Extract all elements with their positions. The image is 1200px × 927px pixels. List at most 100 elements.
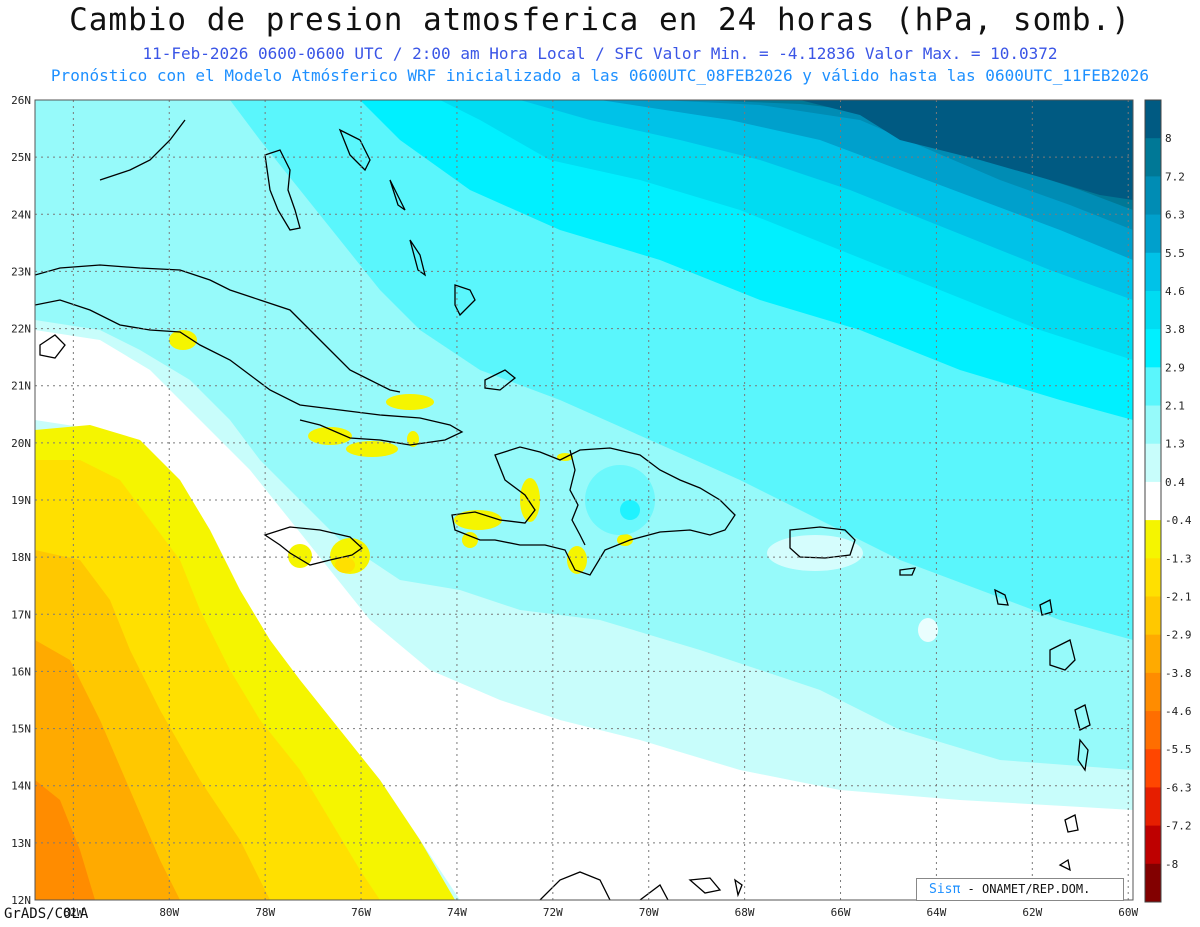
lat-label: 26N bbox=[11, 94, 31, 107]
latitude-labels: 26N 25N 24N 23N 22N 21N 20N 19N 18N 17N 16N 15N 14N 1… bbox=[11, 94, 31, 907]
credit-text: - ONAMET/REP.DOM. bbox=[960, 882, 1091, 896]
lat-label: 14N bbox=[11, 780, 31, 793]
haiti-dr-border bbox=[569, 449, 586, 546]
lon-label: 78W bbox=[255, 906, 275, 919]
inagua bbox=[454, 284, 476, 317]
patch-yellow bbox=[567, 546, 587, 574]
cat-island bbox=[389, 179, 406, 211]
lat-label: 16N bbox=[11, 665, 31, 678]
colorbar-swatch bbox=[1145, 138, 1161, 177]
lon-label: 68W bbox=[735, 906, 755, 919]
lat-lon-grid bbox=[35, 100, 1133, 900]
aruba bbox=[688, 877, 722, 894]
colorbar-swatch bbox=[1145, 863, 1161, 903]
colorbar: 8 7.2 6.3 5.5 4.6 3.8 2.9 2.1 1.3 0.4 -0.4 -1.3 -2.1… bbox=[1144, 99, 1192, 903]
colorbar-label: -3.8 bbox=[1165, 667, 1192, 680]
martinique bbox=[1074, 704, 1091, 731]
lon-label: 80W bbox=[159, 906, 179, 919]
colorbar-swatch bbox=[1145, 443, 1161, 483]
curacao bbox=[734, 878, 743, 898]
lon-label: 72W bbox=[543, 906, 563, 919]
patch-yellow bbox=[308, 427, 352, 445]
andros bbox=[264, 149, 301, 231]
colorbar-swatch bbox=[1145, 672, 1161, 712]
st-croix bbox=[899, 567, 917, 576]
colorbar-swatch bbox=[1145, 176, 1161, 216]
grenada bbox=[1064, 814, 1079, 833]
caicos bbox=[484, 369, 517, 391]
south-america-coast-2 bbox=[639, 884, 669, 900]
colorbar-frame bbox=[1144, 99, 1162, 903]
tobago bbox=[1058, 858, 1071, 872]
patch-yellow bbox=[462, 532, 478, 548]
colorbar-swatch bbox=[1145, 100, 1161, 139]
halo bbox=[767, 535, 863, 571]
lat-label: 20N bbox=[11, 437, 31, 450]
blob-cyan bbox=[620, 500, 640, 520]
florida-coast bbox=[99, 119, 186, 181]
antigua bbox=[1039, 599, 1053, 616]
colorbar-label: -6.3 bbox=[1165, 781, 1192, 794]
colorbar-label: -4.6 bbox=[1165, 705, 1192, 718]
colorbar-label: 2.9 bbox=[1165, 361, 1185, 374]
lon-label: 64W bbox=[926, 906, 946, 919]
colorbar-label: -8 bbox=[1165, 858, 1178, 871]
lat-label: 24N bbox=[11, 208, 31, 221]
patch-yellow bbox=[407, 431, 419, 447]
lon-label: 74W bbox=[447, 906, 467, 919]
hispaniola bbox=[451, 446, 736, 576]
lat-label: 15N bbox=[11, 723, 31, 736]
colorbar-label: 7.2 bbox=[1165, 170, 1185, 183]
lat-label: 17N bbox=[11, 608, 31, 621]
lon-label: 66W bbox=[831, 906, 851, 919]
colorbar-swatch bbox=[1145, 290, 1161, 330]
colorbar-label: 4.6 bbox=[1165, 285, 1185, 298]
lon-label: 62W bbox=[1022, 906, 1042, 919]
lat-label: 22N bbox=[11, 323, 31, 336]
patch-yellow bbox=[454, 510, 502, 530]
jamaica bbox=[263, 526, 364, 566]
band-8 bbox=[800, 100, 1133, 200]
colorbar-swatch bbox=[1145, 405, 1161, 445]
map-title: Cambio de presion atmosferica en 24 hora… bbox=[69, 2, 1131, 38]
valid-time-line: 11-Feb-2026 0600-0600 UTC / 2:00 am Hora… bbox=[142, 44, 1058, 63]
colorbar-swatch bbox=[1145, 520, 1161, 559]
long-island bbox=[409, 239, 427, 277]
patch-yellow bbox=[169, 330, 197, 350]
lat-label: 18N bbox=[11, 551, 31, 564]
st-kitts bbox=[994, 588, 1009, 606]
guadeloupe bbox=[1049, 639, 1076, 671]
puerto-rico bbox=[789, 526, 856, 559]
colorbar-label: -5.5 bbox=[1165, 743, 1192, 756]
eleuthera bbox=[338, 128, 371, 172]
lat-label: 25N bbox=[11, 151, 31, 164]
colorbar-label: 2.1 bbox=[1165, 400, 1185, 413]
colorbar-swatch bbox=[1145, 558, 1161, 597]
model-info-line: Pronóstico con el Modelo Atmósferico WRF… bbox=[50, 66, 1150, 85]
lon-label: 82W bbox=[63, 906, 83, 919]
colorbar-swatch bbox=[1145, 596, 1161, 636]
lon-label: 60W bbox=[1118, 906, 1138, 919]
lat-label: 13N bbox=[11, 837, 31, 850]
patch-yellow bbox=[386, 394, 434, 410]
isla-juventud bbox=[39, 334, 66, 359]
lat-label: 21N bbox=[11, 380, 31, 393]
colorbar-label: 5.5 bbox=[1165, 247, 1185, 260]
halo bbox=[918, 618, 938, 642]
colorbar-swatch bbox=[1145, 749, 1161, 788]
cuba-coast-north bbox=[35, 264, 401, 393]
software-credit: GrADS/COLA bbox=[4, 906, 89, 922]
lat-label: 12N bbox=[11, 894, 31, 907]
colorbar-label: -7.2 bbox=[1165, 820, 1192, 833]
colorbar-swatch bbox=[1145, 214, 1161, 254]
lat-label: 23N bbox=[11, 265, 31, 278]
patch-yellow bbox=[335, 557, 355, 573]
colorbar-label: 8 bbox=[1165, 132, 1172, 145]
colorbar-swatch bbox=[1145, 711, 1161, 750]
patch-yellow bbox=[346, 441, 398, 457]
lon-label: 76W bbox=[351, 906, 371, 919]
colorbar-swatch bbox=[1145, 634, 1161, 674]
map-frame bbox=[34, 99, 1134, 901]
colorbar-swatch bbox=[1145, 367, 1161, 407]
